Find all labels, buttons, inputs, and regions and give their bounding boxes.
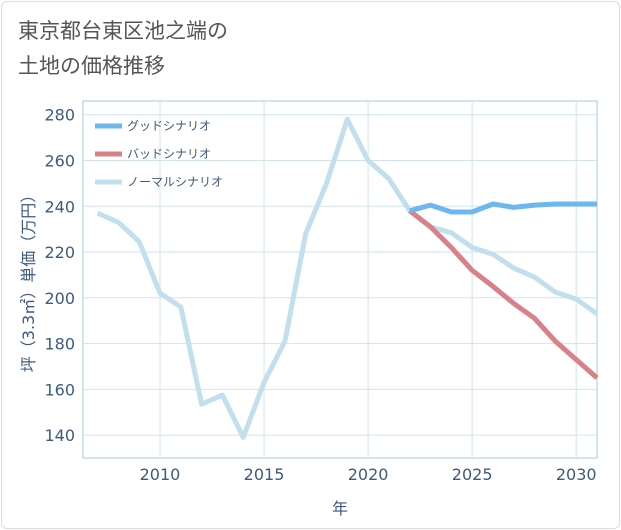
- x-tick-label: 2025: [452, 465, 493, 484]
- x-tick-label: 2030: [556, 465, 597, 484]
- x-axis-label: 年: [332, 499, 348, 518]
- series-line-1: [408, 208, 599, 380]
- x-tick-label: 2020: [348, 465, 389, 484]
- y-axis-label: 坪（3.3㎡）単価（万円）: [19, 187, 38, 372]
- legend-label: バッドシナリオ: [127, 147, 211, 161]
- series-line-0: [409, 201, 597, 215]
- x-tick-label: 2010: [140, 465, 181, 484]
- y-axis: 140 160 180 200 220 240 260 280: [44, 106, 75, 445]
- y-tick-label: 180: [44, 335, 75, 354]
- legend-label: ノーマルシナリオ: [127, 175, 223, 189]
- series-lines: [96, 116, 599, 440]
- series-line-2: [96, 116, 599, 440]
- y-tick-label: 160: [44, 380, 75, 399]
- y-tick-label: 220: [44, 243, 75, 262]
- y-tick-label: 200: [44, 289, 75, 308]
- x-tick-label: 2015: [244, 465, 285, 484]
- legend-label: グッドシナリオ: [127, 119, 211, 133]
- y-tick-label: 140: [44, 426, 75, 445]
- plot-border: [82, 100, 598, 459]
- chart-title: 東京都台東区池之端の 土地の価格推移: [18, 19, 228, 78]
- y-tick-label: 260: [44, 152, 75, 171]
- y-tick-label: 280: [44, 106, 75, 125]
- y-tick-label: 240: [44, 197, 75, 216]
- x-axis: 2010 2015 2020 2025 2030: [140, 465, 597, 484]
